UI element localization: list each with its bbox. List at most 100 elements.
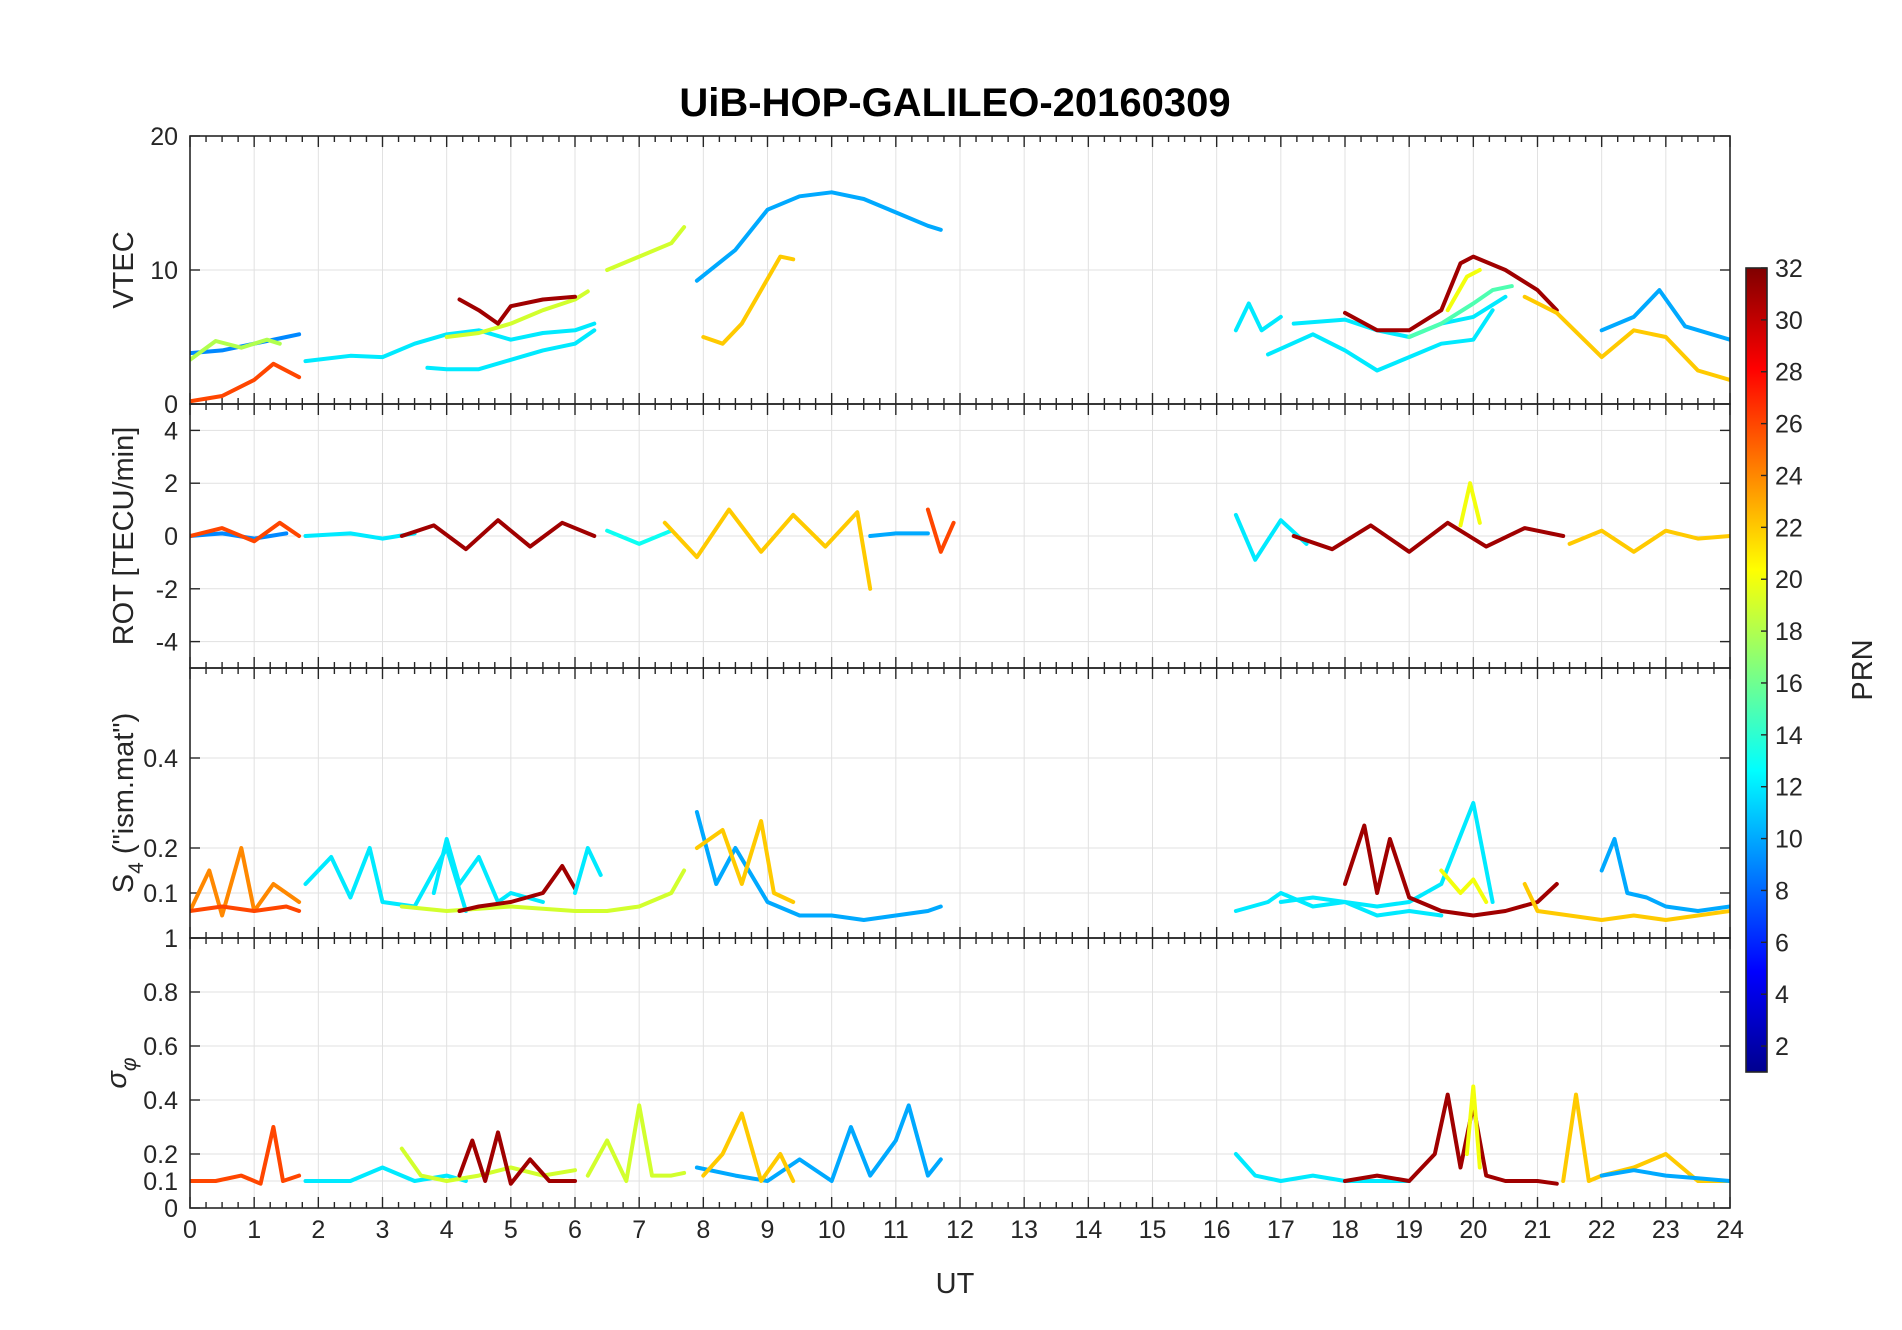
x-tick-label: 8 [696,1216,710,1244]
series-line-prn-31 [1291,520,1566,554]
colorbar-tick-label: 18 [1775,618,1803,646]
series-line-prn-31 [1343,1092,1559,1186]
chart-title: UiB-HOP-GALILEO-20160309 [679,81,1230,125]
series-line-prn-12 [573,846,603,895]
series-line-prn-31 [457,1130,577,1186]
x-tick-label: 18 [1331,1216,1359,1244]
series-line-prn-26 [190,361,302,404]
x-tick-label: 0 [183,1216,197,1244]
x-tick-label: 12 [946,1216,974,1244]
colorbar-tick-label: 32 [1775,255,1803,283]
series-line-prn-22 [694,819,796,904]
x-tick-label: 5 [504,1216,518,1244]
colorbar-tick-label: 8 [1775,877,1789,905]
x-tick-label: 3 [376,1216,390,1244]
colorbar-tick-label: 12 [1775,774,1803,802]
panel-1: -4 -2 0 2 4 ROT [TECU/min] [108,403,1731,669]
x-tick-label: 13 [1010,1216,1038,1244]
x-tick-label: 2 [311,1216,325,1244]
series-line-prn-12 [1278,801,1495,909]
colorbar-gradient [1746,268,1767,1072]
x-tick-label: 4 [440,1216,454,1244]
x-tick-label: 7 [632,1216,646,1244]
series-group [190,190,1730,404]
series-line-prn-26 [190,904,302,913]
series-line-prn-13 [605,528,674,546]
y-tick-label: 0 [164,1195,178,1223]
series-line-prn-19 [444,289,590,339]
panel-0: 0 10 20 VTEC [108,123,1731,419]
colorbar-tick-label: 2 [1775,1033,1789,1061]
y-axis-label: S4 ("ism.mat") [108,713,148,894]
series-line-prn-19 [605,225,687,272]
series-line-prn-10 [868,531,930,538]
colorbar-tick-label: 24 [1775,462,1803,490]
colorbar-tick-label: 22 [1775,514,1803,542]
y-tick-label: 4 [164,417,178,445]
series-line-prn-12 [1233,301,1283,333]
series-line-prn-31 [1343,823,1559,918]
series-line-prn-26 [925,507,956,554]
series-line-prn-10 [1599,288,1730,342]
y-tick-label: 0.2 [143,835,178,863]
series-line-prn-22 [1522,294,1730,382]
series-line-prn-12 [303,531,417,541]
series-line-prn-12 [425,328,597,372]
y-tick-label: 10 [150,257,178,285]
colorbar-tick-label: 26 [1775,411,1803,439]
series-line-prn-20 [1458,481,1482,528]
panel-2: 0.1 0.2 0.4S4 ("ism.mat") [108,667,1731,939]
axis-box [189,937,1731,1209]
x-tick-label: 9 [761,1216,775,1244]
series-line-prn-12 [303,1165,468,1183]
colorbar-frame [1745,267,1768,1073]
series-line-prn-12 [1266,308,1495,373]
y-tick-label: 2 [164,470,178,498]
y-tick-label: 0.1 [143,1168,178,1196]
y-tick-label: 0 [164,391,178,419]
x-tick-label: 23 [1652,1216,1680,1244]
colorbar-tick-label: 20 [1775,566,1803,594]
y-tick-label: 0.2 [143,1141,178,1169]
x-tick-label: 1 [247,1216,261,1244]
colorbar-tick-label: 16 [1775,670,1803,698]
x-tick-label: 20 [1459,1216,1487,1244]
y-tick-label: 0.8 [143,979,178,1007]
x-tick-label: 21 [1524,1216,1552,1244]
colorbar-tick-label: 14 [1775,722,1803,750]
colorbar-tick-label: 28 [1775,359,1803,387]
series-group [190,801,1730,922]
series-line-prn-24 [190,846,302,918]
x-tick-label: 22 [1588,1216,1616,1244]
series-line-prn-20 [1439,868,1489,904]
series-line-prn-12 [1233,1152,1412,1183]
series-line-prn-18 [190,337,282,362]
y-axis-label: σφ [101,1057,141,1089]
series-line-prn-26 [190,1125,302,1186]
y-tick-label: 0.1 [143,880,178,908]
x-tick-label: 6 [568,1216,582,1244]
series-line-prn-12 [303,321,597,364]
series-group [190,1084,1730,1186]
series-line-prn-22 [701,1111,796,1183]
colorbar-tick-label: 4 [1775,981,1789,1009]
x-tick-label: 15 [1139,1216,1167,1244]
series-line-prn-15 [1407,284,1514,339]
series-line-prn-31 [1343,254,1559,333]
x-axis-label: UT [936,1268,975,1300]
y-tick-label: 20 [150,123,178,151]
colorbar-tick-label: 6 [1775,929,1789,957]
x-tick-label: 19 [1395,1216,1423,1244]
series-line-prn-10 [1599,1168,1730,1183]
x-tick-label: 14 [1074,1216,1102,1244]
x-tick-label: 11 [883,1216,909,1244]
series-line-prn-22 [662,507,873,591]
series-line-prn-12 [431,837,545,904]
y-tick-label: -2 [156,576,178,604]
y-tick-label: 0.4 [143,745,178,773]
series-line-prn-20 [1464,1084,1482,1170]
